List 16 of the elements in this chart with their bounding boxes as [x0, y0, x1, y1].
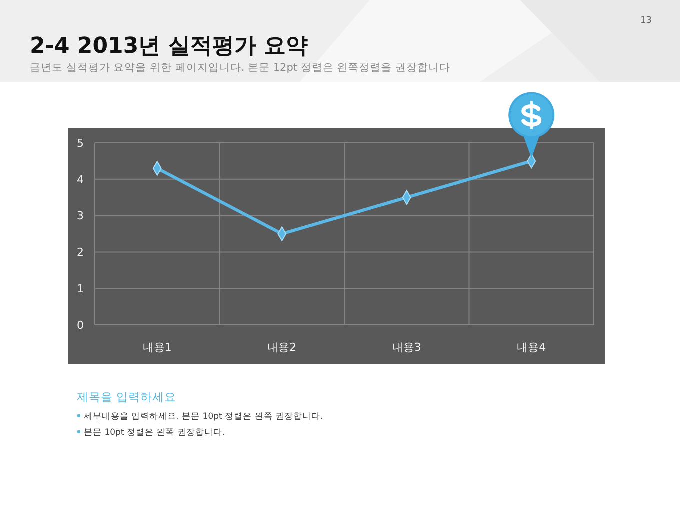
y-tick-label: 3 [77, 210, 84, 223]
text: 본문 10pt 정렬은 왼쪽 권장합니다. [84, 428, 226, 438]
chart-title: 2-4 2013년 실적평가 요약 [30, 34, 308, 59]
y-tick-label: 5 [77, 136, 84, 150]
y-tick-label: 4 [77, 173, 84, 186]
x-tick-label: 내용1 [142, 341, 172, 354]
text: 제목을 입력하세요 [77, 390, 177, 404]
x-tick-label: 내용4 [517, 341, 546, 354]
x-tick-label: 내용3 [392, 341, 422, 354]
text: 13 [640, 16, 652, 26]
y-tick-label: 1 [77, 282, 84, 296]
y-tick-label: 2 [77, 246, 84, 260]
text: 세부내용을 입력하세요. 본문 10pt 정렬은 왼쪽 권장합니다. [84, 412, 324, 422]
chart-subtitle: 금년도 실적평가 요약을 위한 페이지입니다. 본문 12pt 정렬은 왼쪽정렬을 권장합니다 [30, 62, 451, 74]
x-tick-label: 내용2 [268, 341, 297, 354]
y-tick-label: 0 [77, 318, 84, 332]
